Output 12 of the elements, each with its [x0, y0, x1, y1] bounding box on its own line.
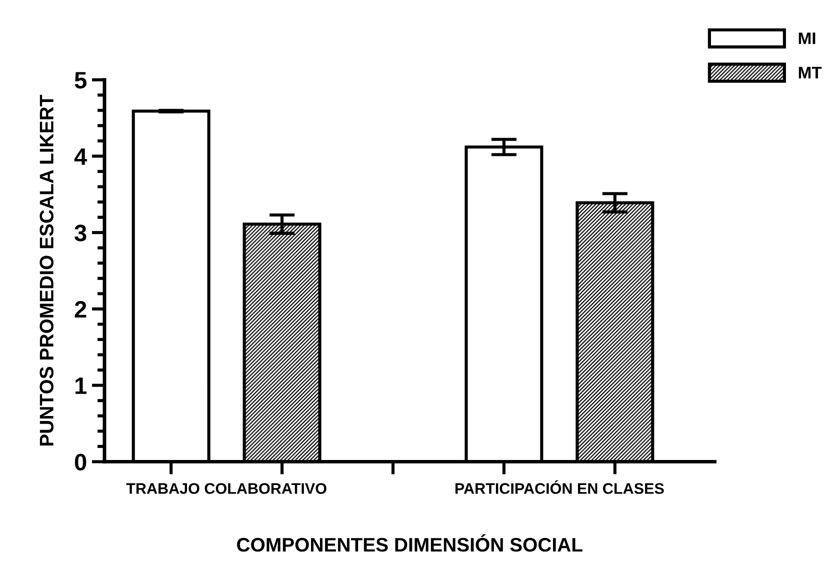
y-tick-label: 4	[74, 148, 88, 165]
y-axis-title: PUNTOS PROMEDIO ESCALA LIKERT	[40, 94, 54, 446]
legend-label: MT	[798, 66, 822, 78]
legend-label: MI	[798, 32, 816, 44]
x-tick-label: TRABAJO COLABORATIVO	[126, 483, 326, 494]
y-tick-label: 3	[74, 224, 86, 242]
y-tick-label: 0	[74, 454, 86, 470]
y-tick-label: 1	[75, 378, 86, 394]
y-tick-label: 5	[74, 72, 86, 89]
x-axis-title: COMPONENTES DIMENSIÓN SOCIAL	[237, 534, 582, 552]
y-tick-label: 2	[74, 301, 86, 318]
x-tick-label: PARTICIPACIÓN EN CLASES	[455, 480, 664, 494]
